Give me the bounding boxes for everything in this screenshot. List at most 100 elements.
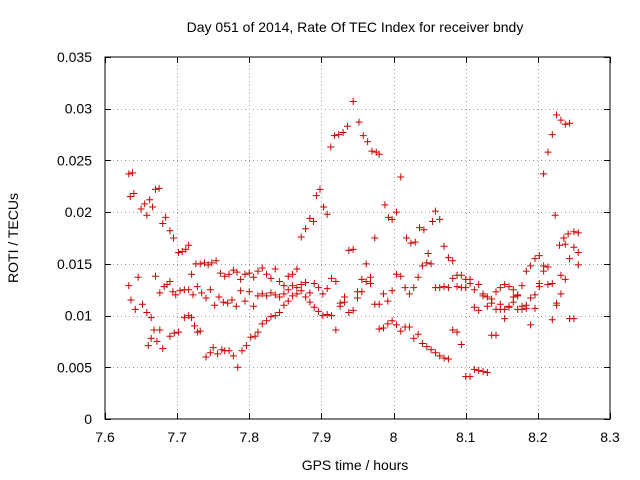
- data-point: [345, 308, 353, 316]
- data-point: [379, 290, 387, 298]
- data-point: [354, 294, 361, 302]
- data-point: [427, 260, 435, 268]
- data-point: [574, 261, 582, 269]
- data-point: [175, 248, 183, 256]
- data-point: [475, 366, 483, 374]
- data-point: [527, 321, 535, 329]
- data-point: [453, 283, 461, 291]
- data-point: [323, 285, 331, 293]
- plot-frame: [104, 56, 611, 420]
- data-point: [237, 275, 245, 283]
- data-point: [306, 298, 314, 306]
- data-point: [397, 272, 405, 280]
- data-point: [416, 224, 424, 232]
- data-point: [453, 328, 461, 336]
- data-point: [368, 147, 376, 155]
- data-point: [284, 272, 292, 280]
- data-point: [544, 263, 552, 271]
- data-point: [501, 315, 509, 323]
- data-point: [152, 185, 159, 193]
- data-point: [336, 302, 344, 310]
- data-point: [349, 306, 357, 314]
- data-point: [371, 300, 379, 308]
- data-point: [444, 284, 452, 292]
- data-point: [349, 245, 357, 253]
- data-point: [436, 284, 444, 292]
- data-point: [470, 286, 478, 294]
- data-point: [180, 314, 188, 322]
- data-point: [564, 230, 572, 238]
- data-point: [251, 332, 259, 340]
- data-point: [185, 241, 193, 249]
- data-point: [293, 265, 301, 273]
- data-point: [141, 200, 149, 208]
- data-point: [375, 325, 383, 333]
- data-point: [144, 342, 152, 350]
- data-point: [196, 327, 204, 335]
- data-point: [147, 334, 155, 342]
- data-point: [388, 317, 396, 325]
- data-point: [125, 282, 133, 290]
- data-point: [289, 270, 297, 278]
- data-point: [509, 286, 517, 294]
- data-point: [156, 289, 164, 297]
- data-point: [208, 259, 216, 267]
- data-point: [531, 304, 539, 312]
- data-point: [540, 170, 548, 178]
- data-point: [263, 270, 271, 278]
- data-point: [228, 296, 236, 304]
- data-point: [221, 272, 229, 280]
- data-point: [206, 286, 214, 294]
- data-point: [271, 312, 279, 320]
- data-point: [271, 291, 279, 299]
- data-point: [271, 265, 279, 273]
- data-point: [332, 326, 340, 334]
- data-point: [405, 290, 413, 298]
- data-point: [375, 150, 383, 158]
- data-point: [175, 328, 183, 336]
- data-point: [509, 293, 517, 301]
- data-point: [427, 346, 435, 354]
- data-point: [237, 287, 245, 295]
- data-point: [470, 365, 478, 373]
- data-point: [250, 302, 258, 310]
- data-point: [384, 320, 392, 328]
- data-point: [289, 292, 297, 300]
- data-point: [540, 267, 548, 275]
- data-point: [127, 296, 135, 304]
- data-point: [250, 273, 258, 281]
- data-point: [302, 278, 310, 286]
- data-point: [219, 298, 227, 306]
- data-point: [388, 215, 396, 223]
- data-point: [332, 277, 340, 285]
- data-point: [193, 283, 201, 291]
- data-point: [492, 288, 500, 296]
- data-point: [424, 250, 432, 258]
- data-point: [449, 257, 457, 265]
- data-point: [505, 302, 513, 310]
- data-point: [440, 242, 448, 250]
- data-point: [414, 330, 422, 338]
- data-point: [440, 283, 448, 291]
- data-point: [349, 97, 357, 105]
- data-point: [306, 289, 314, 297]
- data-point: [410, 284, 418, 292]
- data-point: [316, 185, 324, 193]
- data-point: [258, 264, 266, 272]
- chart-title: Day 051 of 2014, Rate Of TEC Index for r…: [187, 19, 524, 35]
- data-point: [159, 345, 167, 353]
- data-point: [204, 261, 212, 269]
- data-point: [531, 255, 539, 263]
- data-point: [557, 271, 565, 279]
- data-point: [143, 308, 151, 316]
- data-point: [229, 266, 237, 274]
- data-point: [355, 118, 363, 126]
- data-point: [551, 211, 559, 219]
- x-axis-label: GPS time / hours: [302, 457, 409, 473]
- data-point: [560, 234, 568, 242]
- data-point: [241, 270, 249, 278]
- data-point: [556, 241, 563, 249]
- data-point: [414, 273, 422, 281]
- data-point: [323, 210, 331, 218]
- data-point: [366, 273, 374, 281]
